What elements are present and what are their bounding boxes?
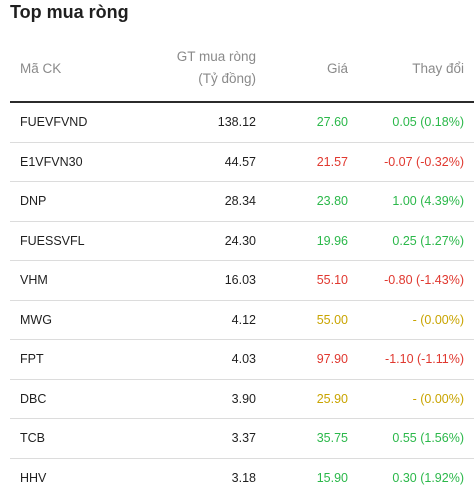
change: 0.55 (1.56%) xyxy=(392,419,464,458)
change: -0.07 (-0.32%) xyxy=(384,143,464,182)
change: -0.80 (-1.43%) xyxy=(384,261,464,300)
change: - (0.00%) xyxy=(413,380,464,419)
net-buy-value: 3.37 xyxy=(232,419,256,458)
header-code[interactable]: Mã CK xyxy=(20,58,61,80)
net-buy-value: 4.03 xyxy=(232,340,256,379)
stock-code[interactable]: HHV xyxy=(20,459,46,497)
price: 27.60 xyxy=(317,103,348,142)
panel-title: Top mua ròng xyxy=(10,0,129,24)
price: 55.10 xyxy=(317,261,348,300)
net-buy-value: 4.12 xyxy=(232,301,256,340)
net-buy-value: 28.34 xyxy=(225,182,256,221)
table-row[interactable]: FPT 4.03 97.90 -1.10 (-1.11%) xyxy=(10,340,474,380)
change: 0.30 (1.92%) xyxy=(392,459,464,497)
header-net-buy-value[interactable]: GT mua ròng (Tỷ đồng) xyxy=(177,46,256,90)
table-row[interactable]: MWG 4.12 55.00 - (0.00%) xyxy=(10,301,474,341)
stock-code[interactable]: DNP xyxy=(20,182,46,221)
stock-code[interactable]: VHM xyxy=(20,261,48,300)
table-row[interactable]: TCB 3.37 35.75 0.55 (1.56%) xyxy=(10,419,474,459)
table-body: FUEVFVND 138.12 27.60 0.05 (0.18%) E1VFVN30 4… xyxy=(10,103,474,497)
net-buy-table: Mã CK GT mua ròng (Tỷ đồng) Giá Thay đổi… xyxy=(10,40,474,497)
header-net-buy-value-line1: GT mua ròng xyxy=(177,46,256,68)
net-buy-value: 3.90 xyxy=(232,380,256,419)
price: 21.57 xyxy=(317,143,348,182)
table-row[interactable]: VHM 16.03 55.10 -0.80 (-1.43%) xyxy=(10,261,474,301)
change: -1.10 (-1.11%) xyxy=(385,340,464,379)
net-buy-value: 24.30 xyxy=(225,222,256,261)
price: 97.90 xyxy=(317,340,348,379)
table-row[interactable]: HHV 3.18 15.90 0.30 (1.92%) xyxy=(10,459,474,497)
header-price[interactable]: Giá xyxy=(327,58,348,80)
stock-code[interactable]: MWG xyxy=(20,301,52,340)
change: 0.05 (0.18%) xyxy=(392,103,464,142)
stock-code[interactable]: FPT xyxy=(20,340,44,379)
stock-code[interactable]: DBC xyxy=(20,380,46,419)
net-buy-value: 138.12 xyxy=(218,103,256,142)
table-row[interactable]: E1VFVN30 44.57 21.57 -0.07 (-0.32%) xyxy=(10,143,474,183)
header-change[interactable]: Thay đổi xyxy=(412,58,464,80)
net-buy-value: 44.57 xyxy=(225,143,256,182)
net-buy-value: 16.03 xyxy=(225,261,256,300)
table-row[interactable]: FUESSVFL 24.30 19.96 0.25 (1.27%) xyxy=(10,222,474,262)
stock-code[interactable]: FUESSVFL xyxy=(20,222,85,261)
price: 23.80 xyxy=(317,182,348,221)
price: 25.90 xyxy=(317,380,348,419)
top-net-buy-panel: Top mua ròng Mã CK GT mua ròng (Tỷ đồng)… xyxy=(0,0,474,485)
table-row[interactable]: DBC 3.90 25.90 - (0.00%) xyxy=(10,380,474,420)
table-row[interactable]: DNP 28.34 23.80 1.00 (4.39%) xyxy=(10,182,474,222)
price: 35.75 xyxy=(317,419,348,458)
stock-code[interactable]: E1VFVN30 xyxy=(20,143,83,182)
change: 1.00 (4.39%) xyxy=(392,182,464,221)
stock-code[interactable]: TCB xyxy=(20,419,45,458)
stock-code[interactable]: FUEVFVND xyxy=(20,103,87,142)
header-net-buy-value-line2: (Tỷ đồng) xyxy=(177,68,256,90)
net-buy-value: 3.18 xyxy=(232,459,256,497)
table-row[interactable]: FUEVFVND 138.12 27.60 0.05 (0.18%) xyxy=(10,103,474,143)
price: 19.96 xyxy=(317,222,348,261)
change: - (0.00%) xyxy=(413,301,464,340)
price: 55.00 xyxy=(317,301,348,340)
table-header: Mã CK GT mua ròng (Tỷ đồng) Giá Thay đổi xyxy=(10,40,474,103)
price: 15.90 xyxy=(317,459,348,497)
change: 0.25 (1.27%) xyxy=(392,222,464,261)
